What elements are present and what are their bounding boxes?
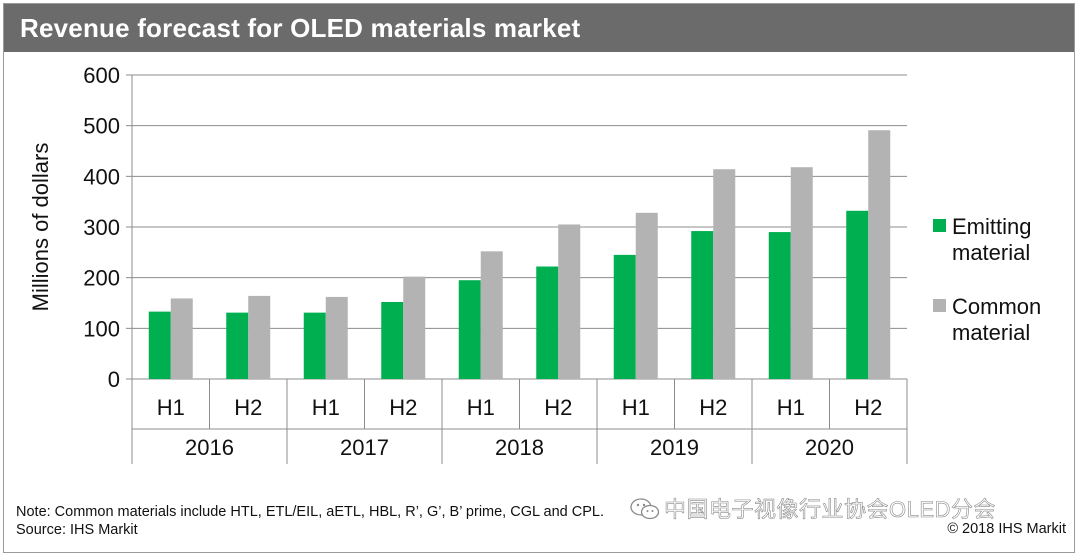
x-tick-label: H1	[157, 395, 185, 420]
x-tick-label: H2	[854, 395, 882, 420]
legend-label: Common material	[952, 294, 1041, 345]
y-tick-label: 500	[83, 114, 120, 139]
bar-emitting	[846, 210, 869, 379]
bar-common	[480, 251, 503, 379]
bar-common	[558, 224, 581, 379]
bar-common	[713, 169, 736, 379]
copyright-text: © 2018 IHS Markit	[947, 521, 1066, 537]
bar-common	[635, 212, 658, 379]
note-text: Note: Common materials include HTL, ETL/…	[16, 504, 605, 520]
footnote: Note: Common materials include HTL, ETL/…	[16, 503, 604, 539]
x-group-label: 2020	[805, 435, 854, 460]
y-tick-label: 0	[108, 367, 120, 392]
x-group-label: 2018	[495, 435, 544, 460]
y-tick-label: 600	[83, 63, 120, 88]
bar-common	[325, 296, 348, 379]
source-text: Source: IHS Markit	[16, 522, 138, 538]
bar-chart: 0 100 200 300 400 500 600 Millions of dollars H1…	[28, 63, 1041, 464]
bar-common	[868, 130, 891, 379]
bar-common	[170, 298, 193, 379]
x-tick-label: H1	[777, 395, 805, 420]
bar-emitting	[768, 232, 791, 379]
bar-emitting	[536, 266, 559, 379]
x-tick-label: H1	[467, 395, 495, 420]
bar-emitting	[148, 311, 171, 379]
y-tick-label: 400	[83, 164, 120, 189]
chart-title: Revenue forecast for OLED materials mark…	[4, 4, 1074, 52]
bar-emitting	[226, 312, 249, 379]
x-tick-label: H2	[234, 395, 262, 420]
x-tick-label: H2	[699, 395, 727, 420]
y-tick-label: 200	[83, 266, 120, 291]
bar-common	[248, 295, 271, 379]
y-tick-label: 100	[83, 316, 120, 341]
bar-emitting	[303, 312, 326, 379]
legend-swatch	[933, 219, 946, 232]
bar-common	[790, 167, 813, 379]
y-tick-label: 300	[83, 215, 120, 240]
x-tick-label: H1	[312, 395, 340, 420]
bar-emitting	[691, 231, 714, 379]
bar-common	[403, 276, 426, 379]
bar-emitting	[458, 280, 481, 379]
x-tick-label: H2	[389, 395, 417, 420]
x-tick-label: H1	[622, 395, 650, 420]
x-group-label: 2019	[650, 435, 699, 460]
watermark-text: 中国电子视像行业协会OLED分会	[664, 497, 996, 523]
bar-emitting	[381, 301, 404, 379]
x-tick-label: H2	[544, 395, 572, 420]
legend-label: Emitting material	[952, 214, 1031, 265]
legend-swatch	[933, 299, 946, 312]
bar-emitting	[613, 254, 636, 379]
x-group-label: 2017	[340, 435, 389, 460]
wechat-icon	[630, 498, 660, 520]
x-group-label: 2016	[185, 435, 234, 460]
watermark: 中国电子视像行业协会OLED分会	[630, 492, 996, 524]
y-axis-label: Millions of dollars	[28, 143, 53, 312]
